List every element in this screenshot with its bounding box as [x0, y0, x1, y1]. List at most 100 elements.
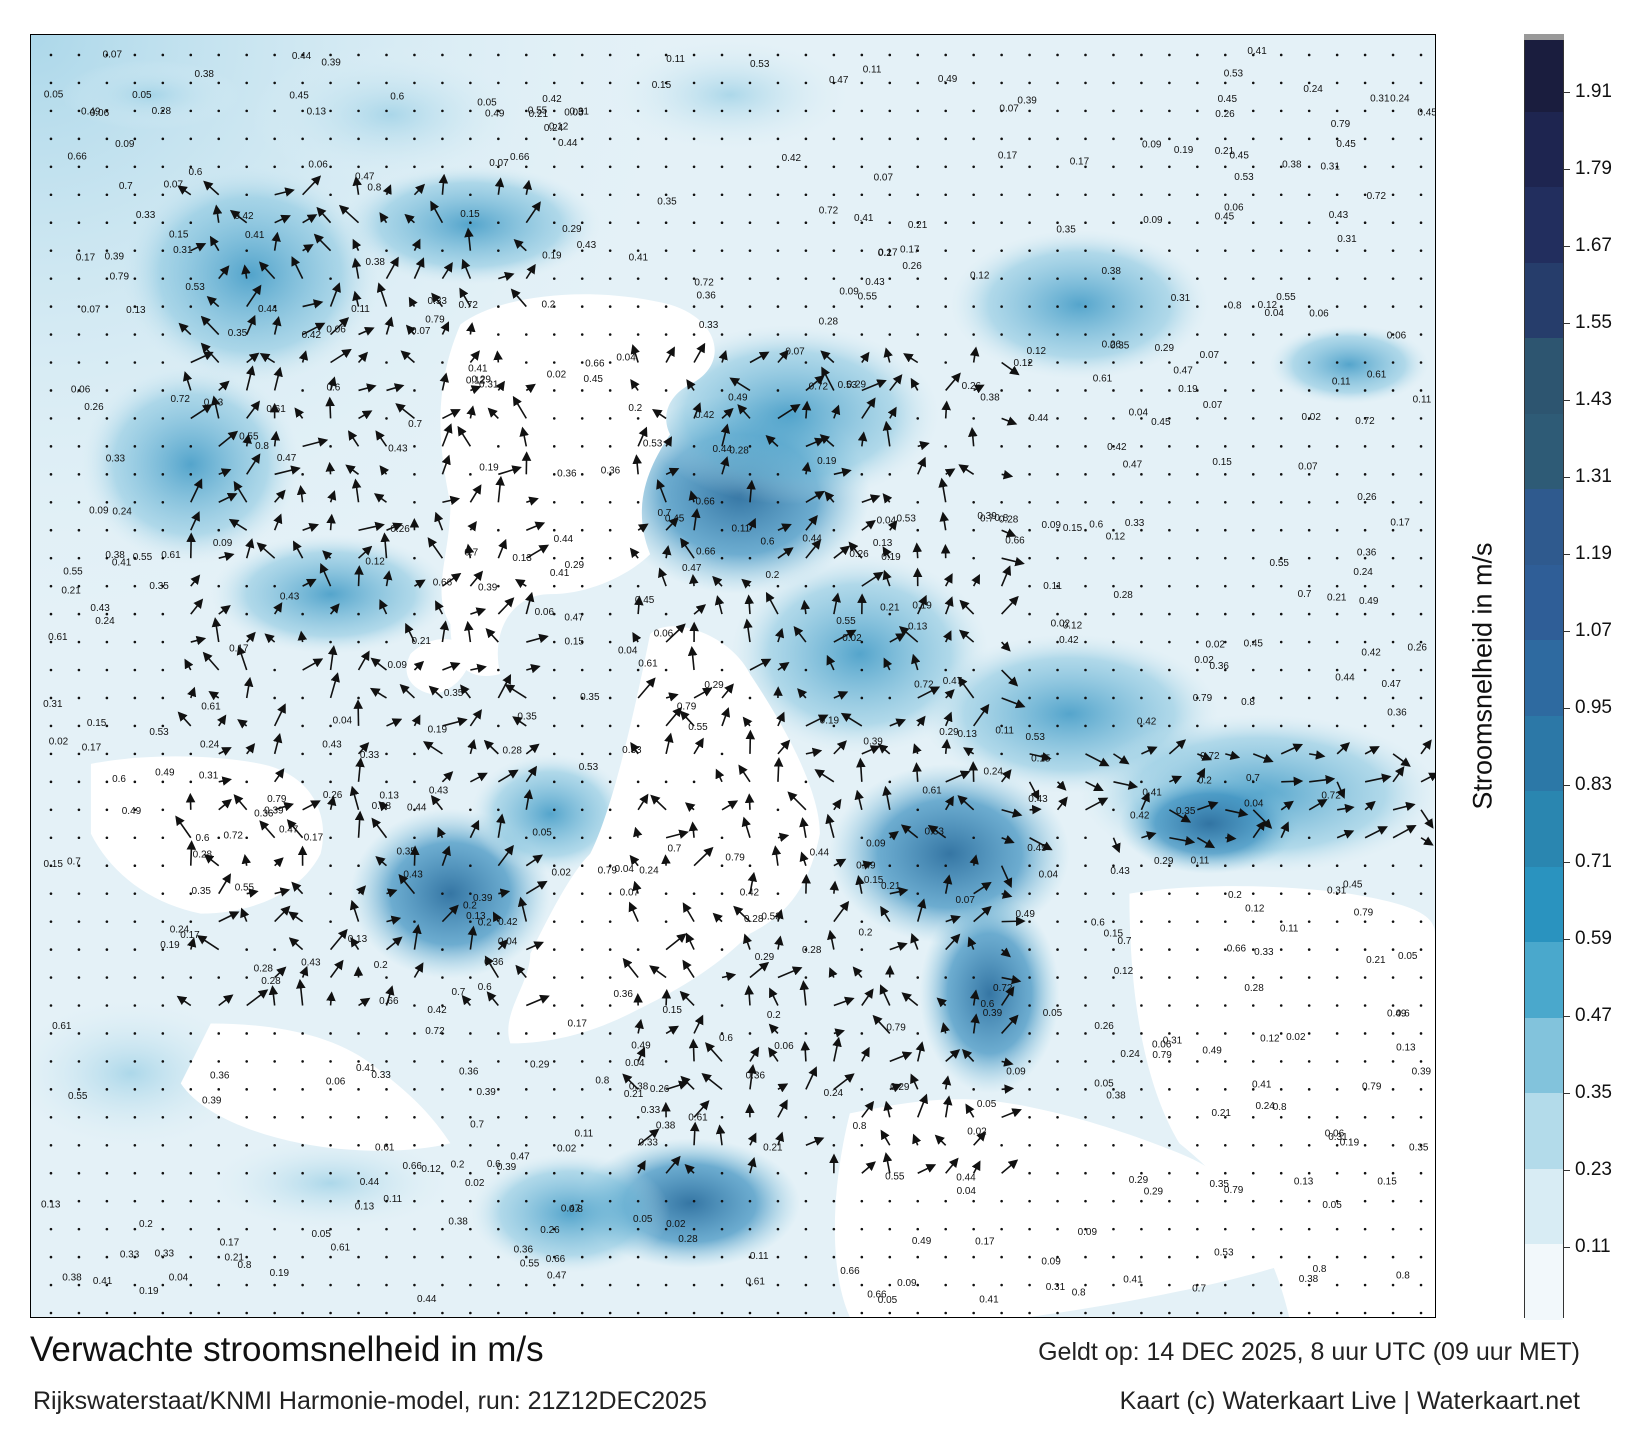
current-arrow — [820, 350, 835, 364]
calm-point — [1168, 1032, 1171, 1035]
current-arrow — [693, 342, 706, 363]
current-arrow — [729, 377, 751, 392]
calm-point — [1140, 920, 1143, 923]
calm-point — [217, 137, 221, 141]
speed-value-label: 0.11 — [351, 304, 370, 315]
calm-point — [1224, 1199, 1227, 1203]
calm-point — [1112, 948, 1115, 951]
speed-value-label: 0.06 — [326, 325, 346, 336]
current-arrow — [190, 511, 200, 531]
calm-point — [1335, 584, 1339, 588]
calm-point — [1363, 445, 1367, 448]
current-arrow — [470, 385, 482, 395]
calm-point — [105, 724, 109, 728]
current-arrow — [882, 546, 892, 559]
current-arrow — [525, 201, 541, 224]
colorbar-tick-mark — [1564, 1247, 1570, 1249]
calm-point — [1251, 1143, 1255, 1147]
speed-value-label: 0.41 — [1252, 1080, 1272, 1091]
calm-point — [301, 696, 304, 700]
current-arrow — [777, 547, 794, 559]
speed-value-label: 0.36 — [514, 1244, 534, 1255]
calm-point — [1307, 389, 1311, 392]
calm-point — [720, 277, 724, 280]
calm-point — [413, 1171, 416, 1175]
colorbar-segment — [1525, 714, 1563, 792]
calm-point — [1279, 528, 1283, 532]
calm-point — [1084, 109, 1087, 113]
calm-point — [832, 1227, 836, 1231]
calm-point — [720, 752, 724, 756]
calm-point — [357, 1171, 360, 1175]
current-arrow — [1420, 809, 1434, 829]
calm-point — [1307, 1004, 1311, 1007]
calm-point — [245, 948, 248, 951]
speed-value-label: 0.49 — [1015, 909, 1035, 920]
calm-point — [748, 165, 752, 169]
current-arrow — [358, 997, 371, 1007]
calm-point — [105, 165, 109, 169]
calm-point — [1056, 109, 1059, 113]
calm-point — [49, 1088, 53, 1091]
calm-point — [441, 892, 444, 895]
current-arrow — [882, 785, 892, 810]
speed-value-label: 0.8 — [569, 1204, 583, 1215]
calm-point — [441, 1032, 444, 1035]
current-arrow — [218, 468, 232, 478]
calm-point — [1196, 1060, 1199, 1063]
calm-point — [832, 53, 836, 57]
speed-value-label: 0.44 — [258, 304, 278, 315]
speed-value-label: 0.66 — [695, 496, 715, 507]
calm-point — [357, 1032, 360, 1035]
calm-point — [357, 165, 360, 169]
calm-point — [273, 305, 276, 308]
calm-point — [413, 1311, 416, 1315]
speed-value-label: 0.12 — [365, 556, 385, 567]
speed-value-label: 0.21 — [412, 636, 432, 647]
calm-point — [916, 109, 920, 113]
calm-point — [580, 836, 584, 840]
calm-point — [217, 584, 221, 588]
calm-point — [441, 1060, 444, 1063]
calm-point — [329, 724, 332, 728]
speed-value-label: 0.15 — [1104, 929, 1124, 940]
calm-point — [1196, 1171, 1199, 1175]
speed-value-label: 0.42 — [1059, 635, 1079, 646]
calm-point — [552, 305, 556, 308]
current-arrow — [689, 1121, 700, 1146]
calm-point — [329, 81, 332, 85]
calm-point — [524, 1032, 528, 1035]
calm-point — [524, 1116, 528, 1119]
speed-value-label: 0.21 — [881, 881, 901, 892]
calm-point — [1056, 249, 1059, 252]
calm-point — [776, 81, 780, 85]
calm-point — [1056, 864, 1059, 868]
calm-point — [385, 1060, 388, 1063]
calm-point — [1391, 864, 1395, 868]
calm-point — [804, 165, 808, 169]
calm-point — [804, 137, 808, 141]
calm-point — [1279, 864, 1283, 868]
calm-point — [1335, 361, 1339, 364]
calm-point — [636, 221, 640, 225]
calm-point — [1196, 1116, 1199, 1119]
calm-point — [413, 473, 416, 476]
calm-point — [1335, 109, 1339, 113]
current-arrow — [296, 978, 306, 1006]
current-arrow — [274, 905, 291, 923]
calm-point — [1112, 81, 1115, 85]
current-arrow — [379, 212, 389, 224]
calm-point — [161, 333, 165, 336]
calm-point — [1028, 417, 1031, 420]
calm-point — [1112, 333, 1115, 336]
calm-point — [189, 137, 193, 141]
current-arrow — [352, 290, 362, 307]
current-arrow — [721, 683, 734, 699]
speed-value-label: 0.31 — [570, 107, 590, 118]
speed-value-label: 0.28 — [802, 945, 822, 956]
calm-point — [608, 920, 612, 923]
speed-value-label: 0.36 — [459, 1067, 479, 1078]
current-arrow — [1000, 641, 1011, 652]
calm-point — [1196, 668, 1199, 672]
speed-value-label: 0.17 — [878, 247, 898, 258]
